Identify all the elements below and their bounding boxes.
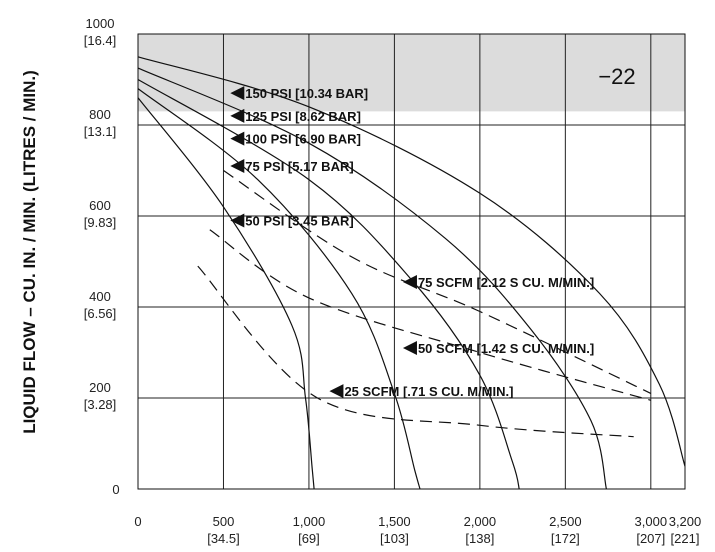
annotation-label: 75 SCFM [2.12 S CU. M/MIN.] (418, 275, 594, 290)
pointer-arrow-icon (230, 158, 245, 173)
curve-annotation: 25 SCFM [.71 S CU. M/MIN.] (329, 384, 513, 399)
curve-annotation: 75 SCFM [2.12 S CU. M/MIN.] (402, 274, 594, 290)
x-tick-layer: 0 500 [34.5] 1,000 [69] 1,500 [103] 2,000 [138] 2… (134, 514, 701, 546)
annotation-layer: 150 PSI [10.34 BAR] 125 PSI [8.62 BAR] 100… (230, 86, 594, 399)
curve-annotation: 50 PSI [3.45 BAR] (230, 213, 354, 229)
air-consumption-curve (197, 265, 634, 438)
y-tick-sublabel: [16.4] (84, 33, 117, 48)
pointer-arrow-icon (402, 340, 417, 355)
annotation-label: 150 PSI [10.34 BAR] (245, 86, 368, 101)
pressure-curve (137, 67, 607, 490)
x-tick-sublabel: [103] (380, 531, 409, 546)
plot-frame (137, 33, 686, 490)
annotation-label: 100 PSI [6.90 BAR] (245, 132, 361, 147)
pointer-arrow-icon (402, 274, 417, 289)
pointer-arrow-icon (230, 86, 245, 101)
x-tick-label: 0 (134, 514, 141, 529)
shaded-band (138, 34, 685, 112)
y-tick-sublabel: [13.1] (84, 124, 117, 139)
x-tick-sublabel: [138] (465, 531, 494, 546)
pointer-arrow-icon (230, 108, 245, 123)
x-tick-label: 3,000 (635, 514, 668, 529)
x-tick-sublabel: [34.5] (207, 531, 240, 546)
x-tick-sublabel: [172] (551, 531, 580, 546)
series-layer (137, 56, 686, 490)
curve-annotation: 150 PSI [10.34 BAR] (230, 86, 368, 101)
y-tick-label: 1000 (86, 16, 115, 31)
y-tick-label: 400 (89, 289, 111, 304)
pointer-arrow-icon (230, 131, 245, 146)
model-label: −22 (598, 64, 635, 89)
y-tick-label: 600 (89, 198, 111, 213)
curve-annotation: 125 PSI [8.62 BAR] (230, 108, 361, 124)
air-consumption-curve (223, 170, 652, 394)
annotation-label: 125 PSI [8.62 BAR] (245, 109, 361, 124)
x-tick-label: 1,500 (378, 514, 411, 529)
annotation-label: 75 PSI [5.17 BAR] (245, 159, 353, 174)
x-tick-label: 1,000 (293, 514, 326, 529)
y-tick-label: 200 (89, 380, 111, 395)
y-tick-sublabel: [6.56] (84, 306, 117, 321)
x-tick-label: 2,000 (464, 514, 497, 529)
x-tick-sublabel: [69] (298, 531, 320, 546)
x-tick-sublabel: [207] (636, 531, 665, 546)
pointer-arrow-icon (329, 384, 344, 399)
x-tick-sublabel: [221] (671, 531, 700, 546)
curve-annotation: 75 PSI [5.17 BAR] (230, 158, 354, 174)
annotation-label: 25 SCFM [.71 S CU. M/MIN.] (344, 384, 513, 399)
annotation-label: 50 PSI [3.45 BAR] (245, 214, 353, 229)
y-axis-label: LIQUID FLOW – CU. IN. / MIN. (LITRES / M… (20, 70, 39, 434)
x-tick-label: 3,200 (669, 514, 702, 529)
x-tick-label: 500 (213, 514, 235, 529)
curve-annotation: 50 SCFM [1.42 S CU. M/MIN.] (402, 340, 594, 356)
x-tick-label: 2,500 (549, 514, 582, 529)
pressure-curve (137, 56, 686, 467)
pressure-curve (137, 97, 315, 490)
air-consumption-curve (209, 229, 651, 401)
y-tick-sublabel: [9.83] (84, 215, 117, 230)
pointer-arrow-icon (230, 213, 245, 228)
y-tick-label: 800 (89, 107, 111, 122)
y-tick-label: 0 (112, 482, 119, 497)
curve-annotation: 100 PSI [6.90 BAR] (230, 131, 361, 147)
y-tick-sublabel: [3.28] (84, 397, 117, 412)
pressure-curve (137, 88, 421, 490)
annotation-label: 50 SCFM [1.42 S CU. M/MIN.] (418, 341, 594, 356)
y-tick-layer: 0 200 [3.28] 400 [6.56] 600 [9.83] 800 [13.1] 100… (84, 16, 120, 497)
